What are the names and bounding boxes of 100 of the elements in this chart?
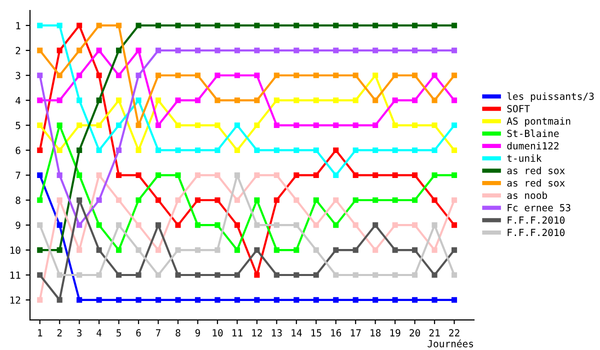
point — [96, 98, 102, 104]
point — [333, 48, 339, 54]
x-tick-label: 17 — [350, 329, 361, 336]
point — [313, 122, 319, 128]
point — [234, 222, 240, 228]
point — [136, 272, 142, 278]
point — [116, 48, 122, 54]
point — [372, 72, 378, 78]
point — [37, 72, 43, 78]
point — [194, 197, 201, 203]
point — [194, 72, 201, 78]
point — [274, 147, 280, 154]
x-tick-label: 2 — [57, 329, 62, 336]
point — [37, 98, 43, 104]
point — [76, 272, 82, 278]
point — [254, 22, 260, 28]
point — [116, 122, 122, 128]
point — [352, 172, 358, 178]
point — [76, 98, 82, 104]
point — [372, 247, 378, 253]
point — [274, 297, 280, 303]
point — [214, 272, 220, 278]
point — [372, 197, 378, 203]
point — [313, 222, 319, 228]
point — [313, 197, 319, 203]
point — [136, 22, 142, 28]
point — [234, 122, 240, 128]
point — [392, 147, 398, 154]
y-tick-label: 7 — [16, 172, 20, 179]
point — [333, 222, 339, 228]
point — [116, 272, 122, 278]
point — [155, 72, 162, 78]
x-tick-label: 12 — [252, 329, 262, 336]
legend-label: les puissants/3 — [507, 92, 594, 102]
point — [451, 98, 458, 104]
point — [116, 172, 122, 178]
point — [333, 297, 339, 303]
point — [372, 272, 378, 278]
point — [254, 297, 260, 303]
point — [432, 22, 438, 28]
point — [136, 122, 142, 128]
point — [76, 122, 82, 128]
legend-label: dumeni122 — [507, 142, 558, 150]
point — [313, 297, 319, 303]
point — [274, 222, 280, 228]
point — [432, 72, 438, 78]
point — [254, 272, 260, 278]
y-tick-label: 12 — [10, 296, 20, 304]
point — [136, 297, 142, 303]
point — [194, 147, 201, 154]
point — [214, 122, 220, 128]
point — [194, 98, 201, 104]
point — [175, 247, 181, 253]
point — [56, 122, 62, 128]
point — [175, 197, 181, 203]
point — [234, 247, 240, 253]
point — [274, 247, 280, 253]
point — [333, 147, 339, 154]
point — [412, 147, 418, 154]
legend-label: as noob — [507, 191, 548, 199]
point — [274, 22, 280, 28]
point — [294, 72, 300, 78]
point — [234, 197, 240, 203]
point — [136, 247, 142, 253]
point — [451, 122, 458, 128]
x-axis-title: Journées — [428, 339, 474, 348]
legend-label: as red sox — [507, 179, 565, 187]
point — [254, 122, 260, 128]
point — [214, 197, 220, 203]
point — [76, 197, 82, 203]
x-tick-label: 19 — [390, 329, 400, 337]
point — [274, 48, 280, 54]
point — [432, 297, 438, 303]
point — [412, 72, 418, 78]
point — [372, 22, 378, 28]
point — [294, 22, 300, 28]
point — [412, 272, 418, 278]
point — [313, 22, 319, 28]
x-tick-label: 8 — [176, 329, 180, 337]
point — [352, 297, 358, 303]
point — [254, 98, 260, 104]
point — [155, 98, 162, 104]
point — [116, 222, 122, 228]
point — [116, 197, 122, 203]
point — [194, 22, 201, 28]
point — [274, 197, 280, 203]
point — [294, 122, 300, 128]
point — [294, 147, 300, 154]
point — [333, 98, 339, 104]
point — [155, 247, 162, 253]
point — [432, 172, 438, 178]
point — [294, 172, 300, 178]
legend-label: Fc ernee 53 — [508, 204, 570, 212]
point — [412, 247, 418, 253]
point — [392, 272, 398, 278]
x-tick-label: 6 — [136, 329, 141, 337]
point — [96, 22, 102, 28]
x-tick-label: 1 — [38, 329, 42, 336]
point — [194, 122, 201, 128]
point — [56, 247, 62, 253]
